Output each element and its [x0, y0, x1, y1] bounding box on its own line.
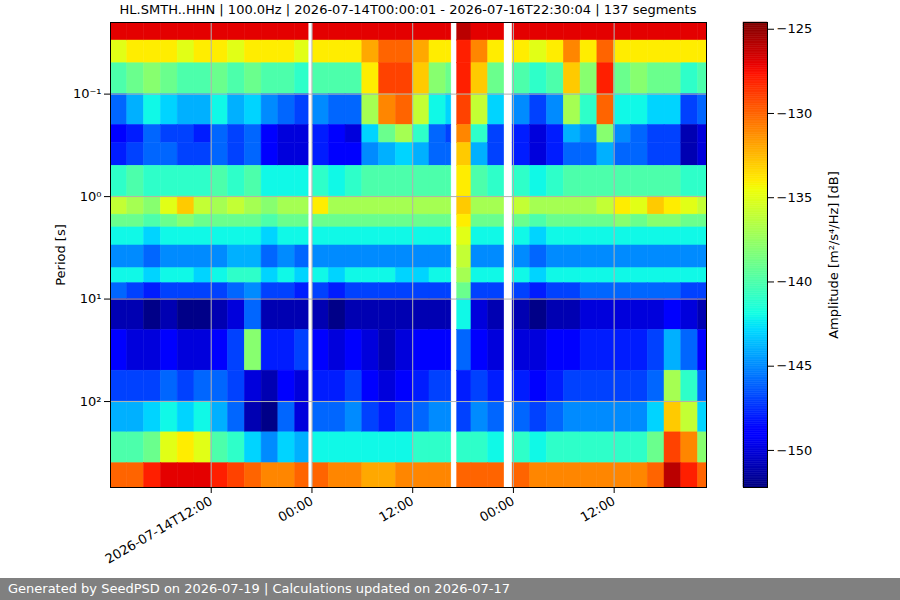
html-text:HL.SMTH..HHN | 100.0Hz | 2026-: HL.SMTH..HHN | 100.0Hz | 2026-07-14T00:0…: [119, 1, 697, 17]
svg-text:Period [s]: Period [s]: [53, 224, 68, 286]
svg-text:Amplitude [m²/s⁴/Hz] [dB]: Amplitude [m²/s⁴/Hz] [dB]: [826, 171, 841, 339]
svg-text:2026-07-14T12:00: 2026-07-14T12:00: [103, 493, 215, 566]
svg-text:−150: −150: [777, 443, 813, 458]
html-text:Generated by SeedPSD on 2026-0: Generated by SeedPSD on 2026-07-19 | Cal…: [8, 581, 510, 596]
svg-text:−130: −130: [777, 106, 813, 121]
svg-text:00:00: 00:00: [477, 493, 517, 525]
svg-text:−140: −140: [777, 274, 813, 289]
svg-text:00:00: 00:00: [276, 493, 316, 525]
svg-text:10⁻¹: 10⁻¹: [73, 86, 102, 101]
svg-text:10²: 10²: [80, 394, 102, 409]
svg-text:12:00: 12:00: [578, 493, 618, 525]
svg-text:−145: −145: [777, 358, 813, 373]
svg-text:−135: −135: [777, 190, 813, 205]
svg-text:10¹: 10¹: [80, 291, 102, 306]
svg-text:−125: −125: [777, 21, 813, 36]
svg-text:12:00: 12:00: [376, 493, 416, 525]
svg-text:10⁰: 10⁰: [80, 189, 102, 204]
